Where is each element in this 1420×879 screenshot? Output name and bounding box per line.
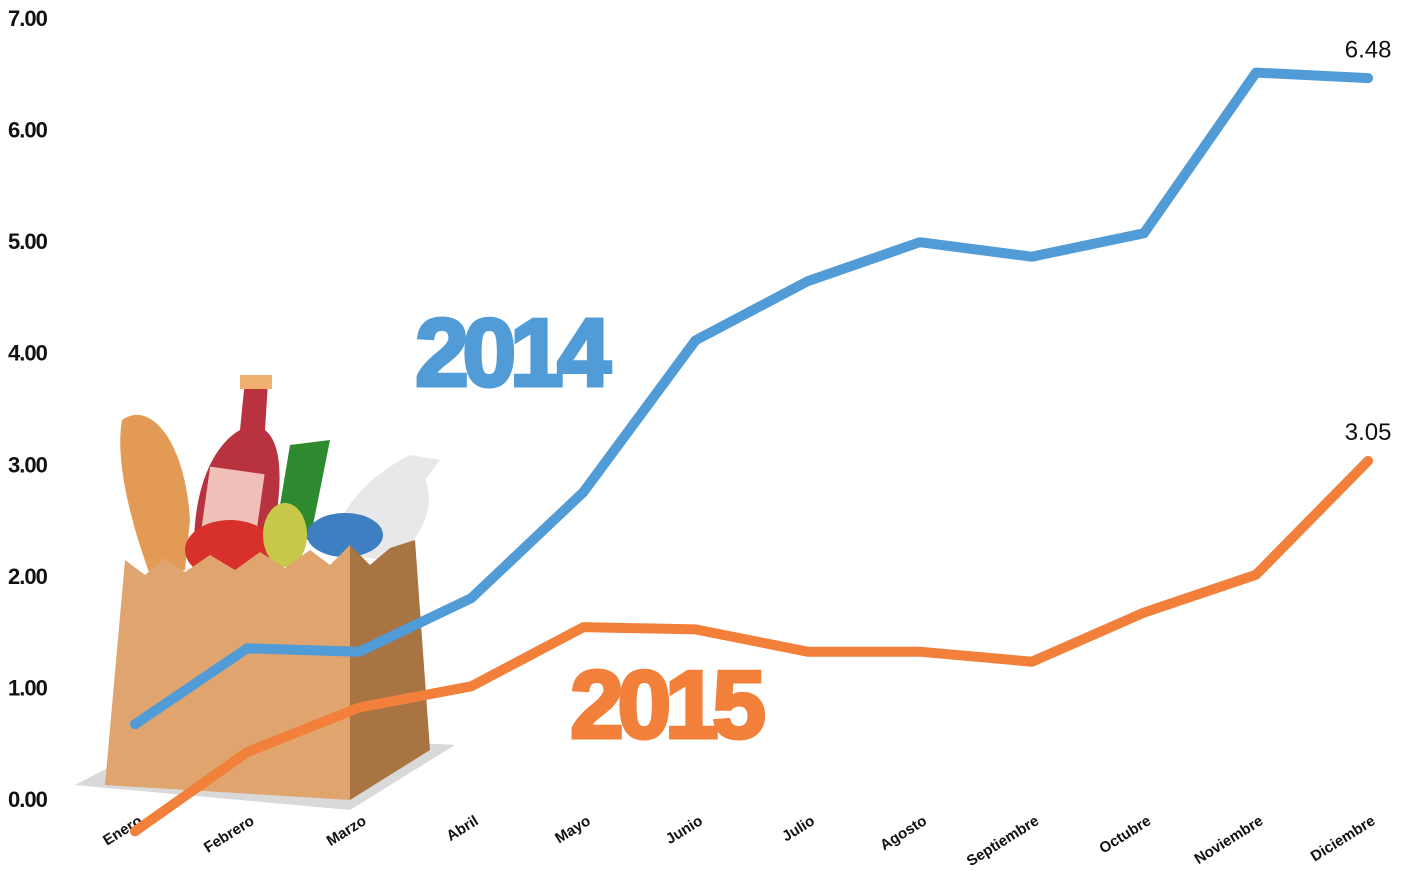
- x-tick-label: Noviembre: [1191, 812, 1266, 868]
- y-tick-label: 5.00: [8, 229, 48, 254]
- series-line: [130, 455, 1374, 837]
- x-tick-label: Septiembre: [964, 812, 1042, 870]
- value-label: 6.48: [1345, 37, 1392, 64]
- x-tick-label: Mayo: [552, 812, 594, 847]
- x-tick-label: Marzo: [324, 812, 370, 849]
- y-tick-label: 0.00: [8, 787, 48, 812]
- x-tick-label: Junio: [663, 812, 706, 848]
- grocery-bag-illustration: [75, 375, 455, 810]
- value-label: 3.05: [1345, 419, 1392, 446]
- x-tick-label: Abril: [444, 812, 482, 845]
- y-tick-label: 6.00: [8, 118, 48, 143]
- series-name: 2015: [570, 651, 763, 758]
- x-tick-label: Octubre: [1096, 812, 1154, 857]
- series-name: 2014: [415, 299, 610, 406]
- y-tick-label: 7.00: [8, 6, 48, 31]
- y-tick-label: 2.00: [8, 564, 48, 589]
- y-tick-label: 1.00: [8, 675, 48, 700]
- x-tick-label: Febrero: [201, 812, 257, 856]
- x-tick-label: Julio: [779, 812, 818, 845]
- x-tick-label: Agosto: [877, 812, 930, 854]
- y-tick-label: 3.00: [8, 452, 48, 477]
- y-tick-label: 4.00: [8, 341, 48, 366]
- series-line: [130, 67, 1374, 730]
- x-tick-label: Diciembre: [1308, 812, 1379, 865]
